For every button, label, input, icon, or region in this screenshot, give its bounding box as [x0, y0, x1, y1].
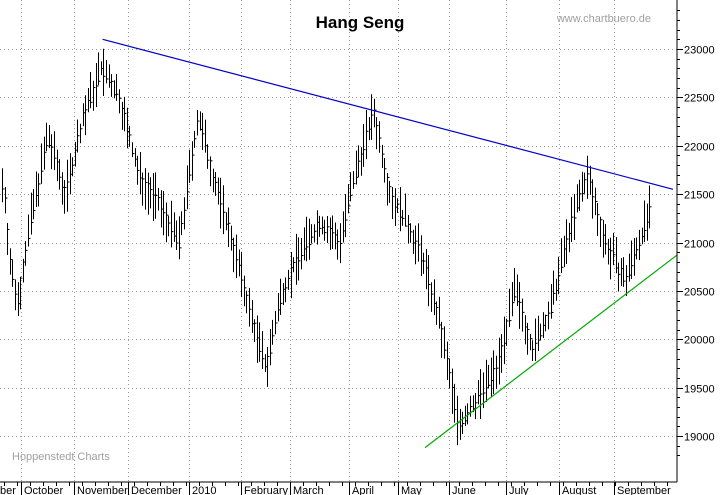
y-tick-labels: 19000 19500 20000 20500 21000 21500 22000 22500… [684, 45, 715, 444]
grid-lines [0, 0, 677, 482]
x-tick-label: ber [0, 485, 16, 495]
watermark-top: www.chartbuero.de [556, 13, 651, 25]
trend-lines [102, 38, 678, 449]
x-tick-label: October [24, 485, 63, 495]
y-tick-label: 19000 [684, 432, 715, 444]
y-tick-label: 22500 [684, 93, 715, 105]
x-tick-label: February [244, 485, 289, 495]
y-tick-label: 21500 [684, 190, 715, 202]
x-tick-label: August [562, 485, 596, 495]
x-tick-labels: ber October November December 2010 February Ma… [0, 485, 671, 495]
x-tick-label: April [352, 485, 374, 495]
y-tick-label: 20500 [684, 287, 715, 299]
y-tick-label: 22000 [684, 142, 715, 154]
x-tick-label: July [509, 485, 529, 495]
watermark-bottom: Hoppenstedt Charts [12, 451, 110, 463]
x-tick-label: May [401, 485, 422, 495]
y-tick-label: 21000 [684, 239, 715, 251]
x-tick-label: 2010 [192, 485, 216, 495]
axis-ticks [4, 10, 683, 495]
chart-title: Hang Seng [316, 13, 405, 32]
x-tick-label: December [131, 485, 182, 495]
resistance-trend-line [102, 38, 674, 190]
x-tick-label: November [77, 485, 128, 495]
y-tick-label: 20000 [684, 335, 715, 347]
price-bars [2, 48, 652, 446]
x-tick-label: March [293, 485, 324, 495]
y-tick-label: 19500 [684, 384, 715, 396]
x-tick-label: September [617, 485, 671, 495]
x-tick-label: June [452, 485, 476, 495]
support-trend-line [424, 254, 678, 449]
y-tick-label: 23000 [684, 45, 715, 57]
